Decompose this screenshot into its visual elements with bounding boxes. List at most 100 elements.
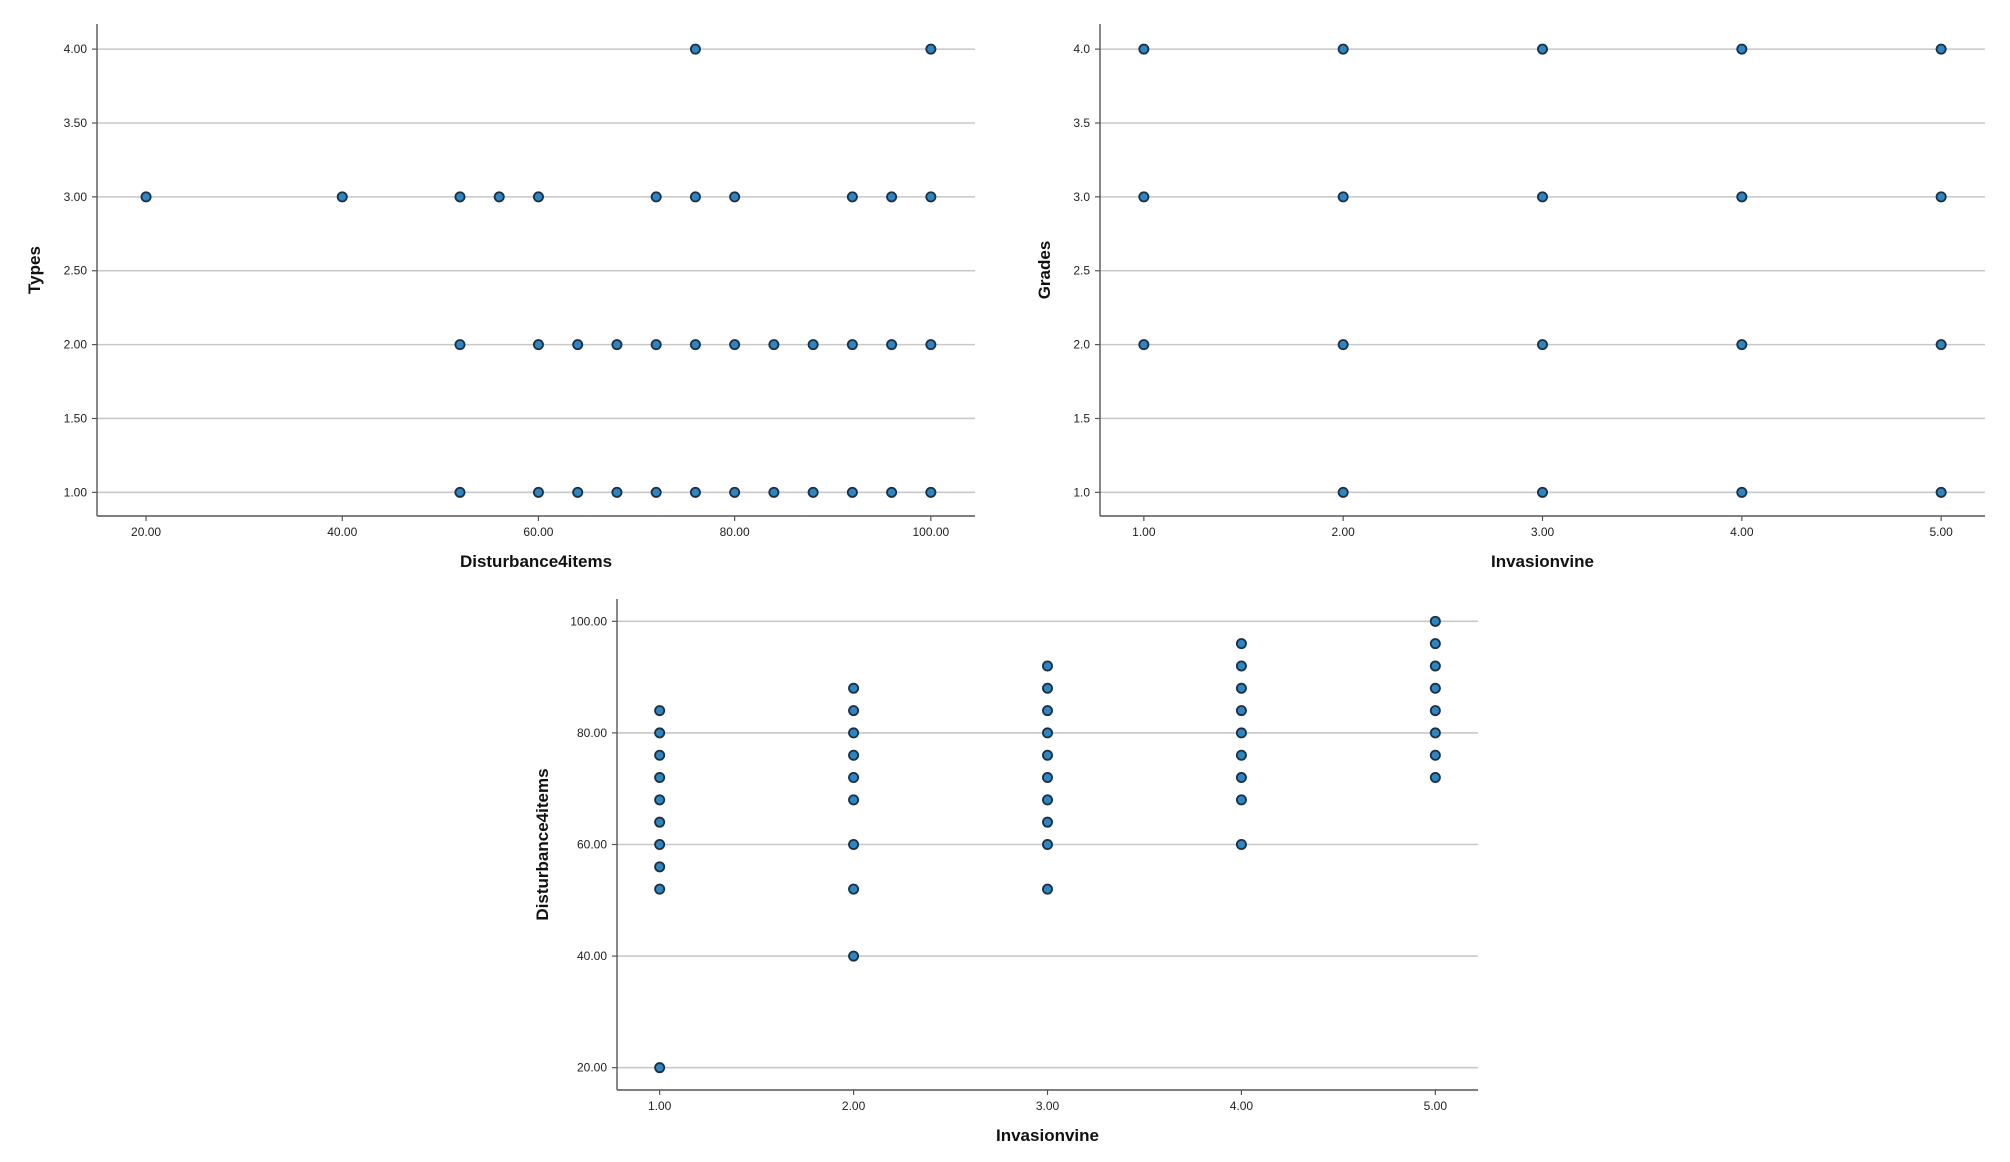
x-tick-label: 20.00 bbox=[131, 525, 161, 539]
y-tick-label: 20.00 bbox=[577, 1061, 607, 1075]
x-tick-label: 4.00 bbox=[1730, 525, 1754, 539]
y-tick-label: 3.0 bbox=[1073, 190, 1090, 204]
data-point bbox=[654, 816, 666, 828]
x-tick-label: 5.00 bbox=[1929, 525, 1953, 539]
data-point bbox=[689, 339, 701, 351]
y-axis-label: Grades bbox=[1035, 241, 1054, 300]
y-tick-label: 80.00 bbox=[577, 726, 607, 740]
scatter-plot-grades-vs-invasionvine: 1.0 1.5 2.0 2.5 3.0 3.5 4.0 1.00 2.00 3.00 4.00 5.0… bbox=[1035, 24, 1985, 571]
data-point bbox=[1235, 727, 1247, 739]
data-point bbox=[768, 339, 780, 351]
data-point bbox=[1429, 749, 1441, 761]
data-point bbox=[336, 191, 348, 203]
data-point bbox=[1429, 727, 1441, 739]
data-point bbox=[1537, 486, 1549, 498]
data-point bbox=[1042, 660, 1054, 672]
data-point bbox=[654, 727, 666, 739]
data-point bbox=[654, 883, 666, 895]
y-tick-label: 40.00 bbox=[577, 949, 607, 963]
x-axis-label: Invasionvine bbox=[1491, 552, 1594, 571]
data-point bbox=[1138, 191, 1150, 203]
data-point bbox=[532, 339, 544, 351]
data-point bbox=[1235, 705, 1247, 717]
data-point bbox=[848, 883, 860, 895]
x-tick-label: 2.00 bbox=[1331, 525, 1355, 539]
data-point bbox=[454, 486, 466, 498]
data-point bbox=[886, 339, 898, 351]
data-point bbox=[1042, 705, 1054, 717]
data-point bbox=[848, 950, 860, 962]
x-tick-label: 3.00 bbox=[1531, 525, 1555, 539]
x-tick-label: 3.00 bbox=[1036, 1099, 1060, 1113]
data-point bbox=[1429, 638, 1441, 650]
y-tick-label: 3.00 bbox=[64, 190, 88, 204]
data-point bbox=[689, 43, 701, 55]
data-point bbox=[886, 486, 898, 498]
data-point bbox=[848, 794, 860, 806]
data-point bbox=[729, 339, 741, 351]
data-point bbox=[654, 794, 666, 806]
data-point bbox=[1935, 191, 1947, 203]
data-point bbox=[1235, 682, 1247, 694]
data-point bbox=[925, 486, 937, 498]
data-point bbox=[729, 191, 741, 203]
data-point bbox=[886, 191, 898, 203]
data-point bbox=[1429, 660, 1441, 672]
data-point bbox=[925, 191, 937, 203]
data-point bbox=[848, 705, 860, 717]
data-point bbox=[1537, 191, 1549, 203]
y-tick-label: 1.5 bbox=[1073, 411, 1090, 425]
data-point bbox=[1235, 772, 1247, 784]
data-point bbox=[848, 749, 860, 761]
x-tick-label: 100.00 bbox=[913, 525, 950, 539]
x-tick-label: 1.00 bbox=[648, 1099, 672, 1113]
data-point bbox=[1235, 838, 1247, 850]
data-point bbox=[1235, 749, 1247, 761]
y-axis-label: Types bbox=[25, 246, 44, 294]
data-point bbox=[1429, 615, 1441, 627]
y-tick-label: 3.5 bbox=[1073, 116, 1090, 130]
data-point bbox=[611, 339, 623, 351]
data-point bbox=[729, 486, 741, 498]
x-tick-label: 60.00 bbox=[523, 525, 553, 539]
data-point bbox=[1235, 660, 1247, 672]
y-tick-label: 60.00 bbox=[577, 838, 607, 852]
x-tick-label: 80.00 bbox=[720, 525, 750, 539]
data-point bbox=[925, 339, 937, 351]
data-point bbox=[1042, 727, 1054, 739]
data-point bbox=[532, 486, 544, 498]
data-point bbox=[1042, 883, 1054, 895]
data-point bbox=[532, 191, 544, 203]
y-tick-label: 4.0 bbox=[1073, 42, 1090, 56]
data-point bbox=[807, 486, 819, 498]
data-point bbox=[1429, 682, 1441, 694]
y-tick-label: 1.50 bbox=[64, 411, 88, 425]
data-point bbox=[140, 191, 152, 203]
data-point bbox=[848, 772, 860, 784]
y-tick-label: 4.00 bbox=[64, 42, 88, 56]
scatter-plot-types-vs-disturbance: 1.00 1.50 2.00 2.50 3.00 3.50 4.00 20.00 40.00 60… bbox=[25, 24, 975, 571]
y-tick-label: 1.0 bbox=[1073, 485, 1090, 499]
data-point bbox=[1042, 749, 1054, 761]
data-point bbox=[654, 838, 666, 850]
data-point bbox=[1935, 339, 1947, 351]
data-point bbox=[925, 43, 937, 55]
data-point bbox=[1337, 486, 1349, 498]
data-point bbox=[1138, 339, 1150, 351]
data-point bbox=[846, 339, 858, 351]
x-tick-label: 40.00 bbox=[327, 525, 357, 539]
data-point bbox=[1042, 816, 1054, 828]
x-tick-label: 2.00 bbox=[842, 1099, 866, 1113]
x-tick-label: 4.00 bbox=[1230, 1099, 1254, 1113]
y-tick-label: 2.5 bbox=[1073, 264, 1090, 278]
data-point bbox=[654, 705, 666, 717]
data-point bbox=[1537, 43, 1549, 55]
data-point bbox=[1138, 43, 1150, 55]
data-point bbox=[493, 191, 505, 203]
data-point bbox=[1537, 339, 1549, 351]
data-point bbox=[1042, 838, 1054, 850]
data-point bbox=[454, 339, 466, 351]
data-point bbox=[1337, 191, 1349, 203]
data-point bbox=[848, 682, 860, 694]
data-point bbox=[1736, 486, 1748, 498]
